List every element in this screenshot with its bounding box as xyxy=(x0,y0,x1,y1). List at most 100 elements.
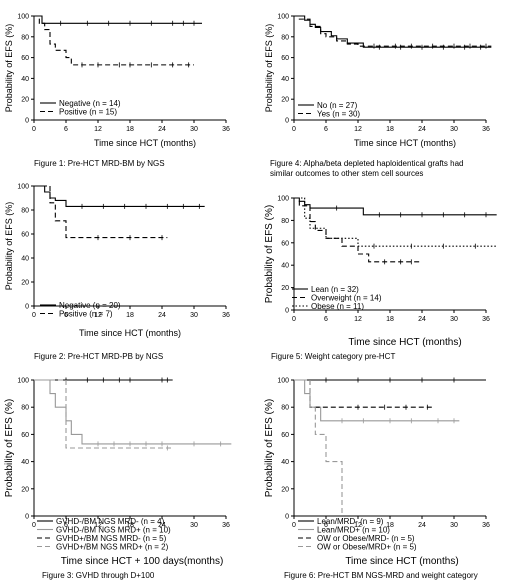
legend-label: No (n = 27) xyxy=(317,101,358,110)
x-tick-label: 24 xyxy=(418,316,426,323)
y-tick-label: 60 xyxy=(281,432,289,439)
y-tick-label: 40 xyxy=(21,256,29,263)
x-tick-label: 36 xyxy=(482,316,490,323)
y-axis-label: Probability of EFS (%) xyxy=(264,399,275,497)
x-tick-label: 24 xyxy=(158,522,166,529)
figure-6-caption: Figure 6: Pre-HCT BM NGS-MRD and weight … xyxy=(284,571,478,580)
x-axis-label: Time since HCT (months) xyxy=(354,138,456,148)
y-tick-label: 80 xyxy=(21,405,29,412)
x-tick-label: 30 xyxy=(190,312,198,319)
x-tick-label: 12 xyxy=(94,312,102,319)
x-tick-label: 6 xyxy=(324,522,328,529)
x-tick-label: 12 xyxy=(94,126,102,133)
x-tick-label: 36 xyxy=(222,312,230,319)
legend-label: Negative (n = 20) xyxy=(59,301,121,310)
chart-figure-1: 0 20 40 60 80 100 0 6 12 18 24 30 36 Time since HCT (… xyxy=(4,14,230,149)
chart-figure-4: 0 20 40 60 80 100 0 6 12 18 24 30 36 Time since HCT (… xyxy=(264,14,492,148)
x-tick-label: 36 xyxy=(482,522,490,529)
y-tick-label: 20 xyxy=(21,486,29,493)
legend-label: Lean (n = 32) xyxy=(311,285,359,294)
y-tick-label: 60 xyxy=(21,432,29,439)
y-tick-label: 80 xyxy=(21,208,29,215)
x-tick-label: 18 xyxy=(386,316,394,323)
series-line-negative-n-14 xyxy=(34,15,202,24)
axes xyxy=(293,380,486,517)
x-tick-label: 6 xyxy=(64,522,68,529)
x-tick-label: 30 xyxy=(190,522,198,529)
figure-3-caption: Figure 3: GVHD through D+100 xyxy=(42,571,155,580)
x-tick-label: 12 xyxy=(354,126,362,133)
y-tick-label: 100 xyxy=(17,184,29,191)
x-tick-label: 36 xyxy=(222,126,230,133)
y-axis-label: Probability of EFS (%) xyxy=(4,202,14,291)
series-line-gvhd-bm-ngs-mrd-n-2 xyxy=(34,379,173,449)
figure-4-caption: Figure 4: Alpha/beta depleted haploident… xyxy=(270,159,464,178)
x-tick-label: 6 xyxy=(64,126,68,133)
y-tick-label: 40 xyxy=(281,76,289,83)
series-line-obese-n-11 xyxy=(294,197,497,247)
y-tick-label: 20 xyxy=(281,486,289,493)
x-tick-label: 18 xyxy=(386,126,394,133)
x-tick-label: 6 xyxy=(64,312,68,319)
series-line-negative-n-20 xyxy=(34,185,205,207)
series-line-gvhd-bm-ngs-mrd-n-10 xyxy=(34,379,232,445)
legend-label: Obese (n = 11) xyxy=(311,302,364,311)
x-tick-label: 0 xyxy=(292,126,296,133)
legend-label: GVHD-/BM NGS MRD- (n = 4) xyxy=(56,517,165,526)
chart-figure-5: 0 20 40 60 80 100 0 6 12 18 24 30 36 Time since HCT (… xyxy=(264,196,497,348)
legend-label: Overweight (n = 14) xyxy=(311,294,382,303)
legend-label: Negative (n = 14) xyxy=(59,99,121,108)
x-tick-label: 36 xyxy=(482,126,490,133)
x-tick-label: 30 xyxy=(450,316,458,323)
y-tick-label: 20 xyxy=(281,97,289,104)
y-tick-label: 60 xyxy=(281,240,289,247)
y-tick-label: 40 xyxy=(21,76,29,83)
y-tick-label: 0 xyxy=(285,118,289,125)
x-axis-label: Time since HCT (months) xyxy=(348,337,461,348)
x-axis-label: Time since HCT + 100 days(months) xyxy=(61,556,224,567)
legend-label: Positive (n = 15) xyxy=(59,108,117,117)
y-tick-label: 0 xyxy=(25,118,29,125)
series-line-no-n-27 xyxy=(294,15,492,48)
y-tick-label: 100 xyxy=(17,378,29,385)
x-tick-label: 18 xyxy=(126,522,134,529)
y-tick-label: 80 xyxy=(21,34,29,41)
y-axis-label: Probability of EFS (%) xyxy=(264,24,274,113)
y-tick-label: 0 xyxy=(25,304,29,311)
y-tick-label: 100 xyxy=(277,14,289,21)
y-tick-label: 0 xyxy=(285,308,289,315)
x-tick-label: 12 xyxy=(354,316,362,323)
x-tick-label: 18 xyxy=(126,312,134,319)
x-tick-label: 24 xyxy=(418,522,426,529)
x-tick-label: 6 xyxy=(324,316,328,323)
y-tick-label: 20 xyxy=(21,280,29,287)
series-line-yes-n-30 xyxy=(294,15,492,47)
x-tick-label: 6 xyxy=(324,126,328,133)
y-tick-label: 80 xyxy=(281,405,289,412)
y-tick-label: 100 xyxy=(277,196,289,203)
x-tick-label: 30 xyxy=(190,126,198,133)
figure-1-caption: Figure 1: Pre-HCT MRD-BM by NGS xyxy=(34,159,165,168)
x-tick-label: 18 xyxy=(126,126,134,133)
axes xyxy=(33,186,226,307)
y-tick-label: 60 xyxy=(21,55,29,62)
series-line-positive-n-15 xyxy=(34,15,194,66)
y-tick-label: 100 xyxy=(17,14,29,21)
y-tick-label: 80 xyxy=(281,34,289,41)
y-tick-label: 0 xyxy=(25,514,29,521)
legend-label: Positive (n = 7) xyxy=(59,310,113,319)
x-tick-label: 18 xyxy=(386,522,394,529)
chart-figure-2: 0 20 40 60 80 100 0 6 12 18 24 30 36 Time since HCT (… xyxy=(4,184,230,339)
y-tick-label: 20 xyxy=(281,285,289,292)
legend-label: OW or Obese/MRD- (n = 5) xyxy=(317,534,415,543)
x-tick-label: 0 xyxy=(292,316,296,323)
y-axis-label: Probability of EFS (%) xyxy=(4,24,14,113)
chart-figure-3: 0 20 40 60 80 100 0 6 12 18 24 30 36 Time since HCT +… xyxy=(4,377,232,567)
x-tick-label: 12 xyxy=(94,522,102,529)
x-tick-label: 24 xyxy=(418,126,426,133)
x-tick-label: 30 xyxy=(450,522,458,529)
y-axis-label: Probability of EFS (%) xyxy=(4,399,15,497)
series-line-ow-or-obese-mrd-n-5 xyxy=(294,379,343,516)
x-tick-label: 0 xyxy=(292,522,296,529)
series-line-lean-n-32 xyxy=(294,197,497,216)
